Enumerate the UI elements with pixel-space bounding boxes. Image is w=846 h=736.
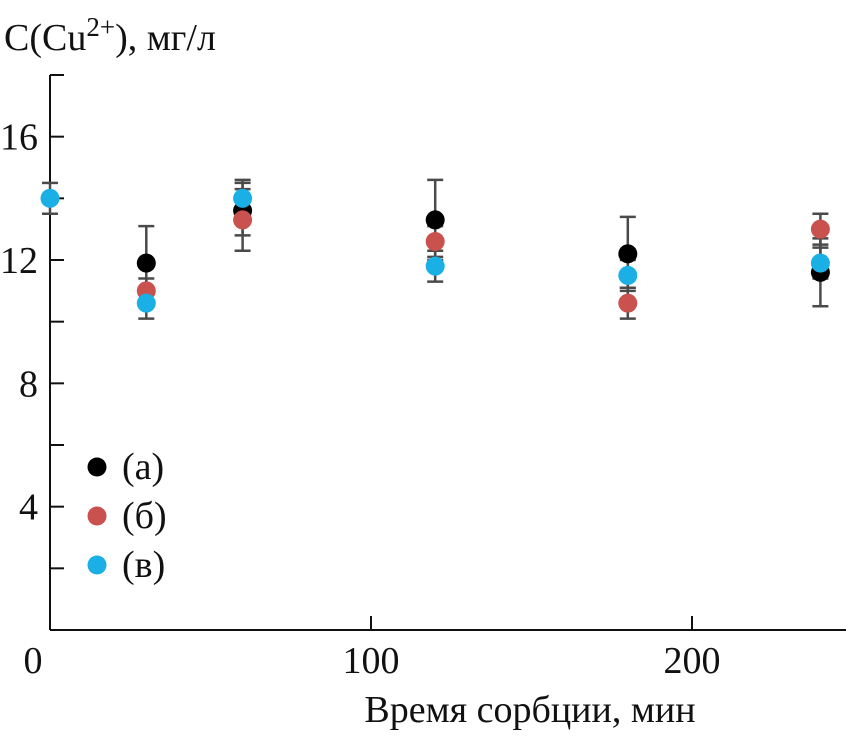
data-point [425,210,445,230]
y-axis-title: C(Cu2+), мг/л [4,12,216,59]
y-tick-label: 16 [0,117,38,159]
y-tick-label: 12 [0,240,38,282]
data-point [136,293,156,313]
data-point [425,256,445,276]
legend-label: (в) [122,544,165,586]
data-point [618,265,638,285]
x-tick-label: 200 [664,640,721,682]
data-point [810,219,830,239]
data-point [618,244,638,264]
data-point [618,293,638,313]
x-tick-label: 100 [343,640,400,682]
y-tick-label: 4 [19,487,38,529]
data-point [40,188,60,208]
legend: (а) (б) (в) [87,446,167,586]
data-point [425,232,445,251]
data-point [136,253,156,273]
legend-label: (б) [122,495,167,537]
data-point [233,188,253,208]
axes: 4 8 12 16 0 100 200 [0,74,846,682]
legend-marker [87,506,107,526]
x-axis-title: Время сорбции, мин [364,689,695,731]
legend-marker [87,457,107,477]
data-point [233,210,253,230]
y-tick-label: 8 [19,363,38,405]
data-point [810,253,830,273]
legend-label: (а) [122,446,164,488]
legend-marker [87,555,107,575]
x-tick-label: 0 [24,640,43,682]
data-points [40,188,830,313]
